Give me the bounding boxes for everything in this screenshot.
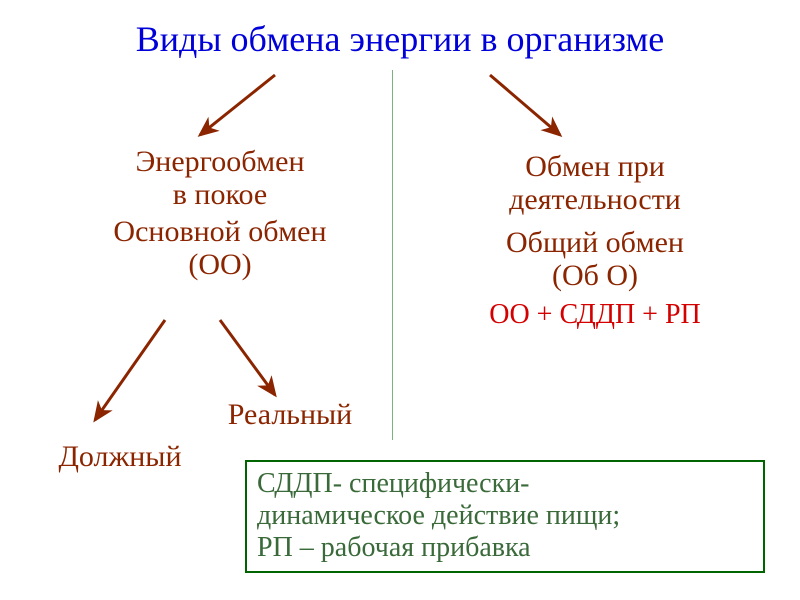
arrow-to-right-branch: [490, 75, 560, 135]
legend-box: СДДП- специфически- динамическое действи…: [245, 460, 765, 573]
left-branch: Энергообмен в покое Основной обмен (ОО): [60, 145, 380, 281]
right-line4: (Об О): [420, 259, 770, 292]
diagram-title: Виды обмена энергии в организме: [0, 18, 800, 60]
arrow-to-left-branch: [200, 75, 275, 135]
vertical-divider: [392, 70, 393, 440]
arrow-to-right-child: [220, 320, 275, 395]
legend-line2: динамическое действие пищи;: [257, 500, 753, 532]
left-line2: в покое: [60, 178, 380, 211]
right-line1: Обмен при: [420, 150, 770, 183]
child-right: Реальный: [200, 398, 380, 431]
legend-line1: СДДП- специфически-: [257, 468, 753, 500]
left-line4: (ОО): [60, 248, 380, 281]
left-line3: Основной обмен: [60, 215, 380, 248]
child-right-label: Реальный: [200, 398, 380, 431]
right-branch: Обмен при деятельности Общий обмен (Об О…: [420, 150, 770, 331]
right-line3: Общий обмен: [420, 226, 770, 259]
right-formula: ОО + СДДП + РП: [420, 300, 770, 331]
left-line1: Энергообмен: [60, 145, 380, 178]
right-line2: деятельности: [420, 183, 770, 216]
child-left-label: Должный: [30, 440, 210, 473]
legend-line3: РП – рабочая прибавка: [257, 532, 753, 564]
arrow-to-left-child: [95, 320, 165, 420]
child-left: Должный: [30, 440, 210, 473]
